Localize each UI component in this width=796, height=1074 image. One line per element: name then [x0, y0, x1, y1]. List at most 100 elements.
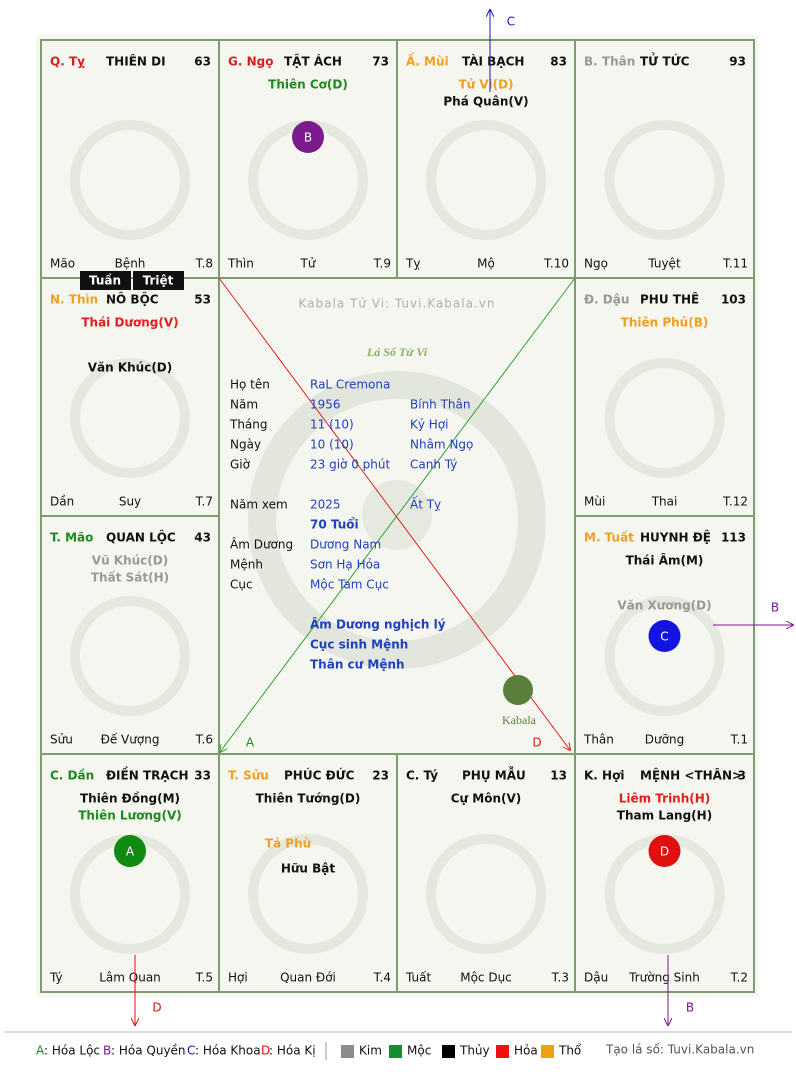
- cell-footer: T.8: [195, 257, 213, 271]
- badge-letter: C: [660, 630, 668, 644]
- major-star: Tham Lang(H): [617, 809, 712, 823]
- palace-number: 53: [194, 293, 211, 307]
- line-label: A: [246, 736, 255, 750]
- cell-footer: T.7: [195, 495, 213, 509]
- cell-footer: Tỵ: [405, 257, 420, 271]
- info-label: Mệnh: [230, 558, 263, 572]
- cell-footer: Thìn: [227, 257, 254, 271]
- info-label: Giờ: [230, 458, 251, 472]
- cell-footer: Mão: [50, 257, 75, 271]
- animal-watermark: [248, 834, 368, 954]
- legend-text: : Hóa Kị: [269, 1044, 316, 1058]
- info-value: RaL Cremona: [310, 378, 390, 392]
- legend-swatch: [442, 1045, 455, 1058]
- cell-footer: T.4: [373, 971, 391, 985]
- tag-text: Triệt: [143, 274, 174, 288]
- arrow-label: B: [771, 601, 779, 615]
- info-value: Kỷ Hợi: [410, 418, 448, 432]
- palace-number: 13: [550, 769, 567, 783]
- branch: B. Thân: [584, 55, 635, 69]
- animal-watermark: [70, 596, 190, 716]
- legend-swatch: [541, 1045, 554, 1058]
- cell-footer: T.3: [551, 971, 569, 985]
- cell-footer: Dần: [50, 495, 74, 509]
- legend-element: Thủy: [459, 1044, 490, 1058]
- cell-footer: Bệnh: [115, 257, 146, 271]
- chart-title: Lá Số Tử Vi: [366, 345, 428, 359]
- info-label: Âm Dương: [230, 537, 293, 552]
- palace-number: 43: [194, 531, 211, 545]
- legend-element: Mộc: [407, 1044, 431, 1058]
- cell-footer: Tý: [49, 971, 63, 985]
- branch: T. Mão: [50, 531, 93, 545]
- branch: Q. Tỵ: [50, 55, 85, 69]
- palace-name: TẬT ÁCH: [284, 54, 342, 69]
- palace-name: HUYNH ĐỆ: [640, 530, 711, 545]
- cell-footer: Suy: [119, 495, 141, 509]
- legend-swatch: [389, 1045, 402, 1058]
- major-star: Thiên Tướng(D): [256, 792, 361, 806]
- branch: C. Dần: [50, 769, 94, 783]
- legend-key: A: [36, 1044, 45, 1058]
- animal-watermark: [426, 834, 546, 954]
- info-label: Năm: [230, 398, 258, 412]
- branch: C. Tý: [406, 769, 438, 783]
- branch: Ấ. Mùi: [406, 52, 449, 69]
- palace-number: 83: [550, 55, 567, 69]
- badge-letter: A: [126, 845, 135, 859]
- cell-footer: T.9: [373, 257, 391, 271]
- major-star: Liêm Trinh(H): [619, 792, 711, 806]
- palace-name: ĐIỀN TRẠCH: [106, 766, 189, 783]
- cell-footer: Ngọ: [584, 257, 608, 271]
- palace-number: 93: [729, 55, 746, 69]
- info-value: Dương Nam: [310, 538, 381, 552]
- major-star: Thiên Cơ(D): [268, 78, 348, 92]
- info-label: Ngày: [230, 438, 261, 452]
- branch: K. Hợi: [584, 769, 624, 783]
- palace-name: QUAN LỘC: [106, 530, 176, 545]
- branch: M. Tuất: [584, 531, 634, 545]
- badge: [648, 835, 681, 867]
- major-star: Cự Môn(V): [451, 792, 522, 806]
- palace-number: 3: [738, 769, 746, 783]
- cell-footer: Lâm Quan: [99, 971, 161, 985]
- branch: Đ. Dậu: [584, 293, 629, 307]
- major-star: Thiên Phủ(B): [621, 316, 709, 330]
- branch: N. Thìn: [50, 293, 98, 307]
- palace-name: NÔ BỘC: [106, 292, 159, 307]
- center-emblem: [248, 371, 546, 669]
- cell-footer: Mộ: [477, 257, 495, 271]
- cell-footer: Trường Sinh: [628, 971, 700, 985]
- minor-star: Văn Khúc(D): [88, 361, 173, 375]
- cell-footer: Sửu: [50, 733, 73, 747]
- age: 70 Tuổi: [310, 517, 359, 532]
- animal-watermark: [604, 120, 725, 240]
- tag-text: Tuần: [89, 274, 121, 288]
- major-star: Vũ Khúc(D): [92, 554, 168, 568]
- cell-footer: Thai: [651, 495, 678, 509]
- info-value: Ất Tỵ: [410, 496, 441, 512]
- cell-footer: Đế Vượng: [101, 733, 160, 747]
- animal-watermark: [604, 596, 725, 716]
- legend-text: : Hóa Lộc: [44, 1044, 100, 1058]
- info-value: Mộc Tam Cục: [310, 578, 389, 592]
- badge: [648, 620, 681, 652]
- logo-text: Kabala: [502, 713, 537, 727]
- cell-footer: Tử: [300, 257, 317, 271]
- cell-footer: T.1: [730, 733, 748, 747]
- arrow-label: C: [507, 15, 515, 29]
- cell-footer: Hợi: [228, 971, 248, 985]
- badge: [292, 121, 324, 153]
- info-value: 10 (10): [310, 438, 354, 452]
- cell-footer: Dậu: [584, 971, 608, 985]
- watermark: Kabala Tử Vi: Tuvi.Kabala.vn: [299, 297, 496, 311]
- line-label: D: [532, 736, 541, 750]
- info-value: Nhâm Ngọ: [410, 438, 473, 452]
- info-value: 2025: [310, 498, 341, 512]
- palace-name: TỬ TỨC: [640, 53, 690, 69]
- legend-text: : Hóa Quyền: [111, 1044, 186, 1058]
- palace-name: MỆNH <THÂN>: [640, 768, 742, 783]
- major-star: Thất Sát(H): [91, 571, 169, 585]
- branch: T. Sửu: [228, 769, 269, 783]
